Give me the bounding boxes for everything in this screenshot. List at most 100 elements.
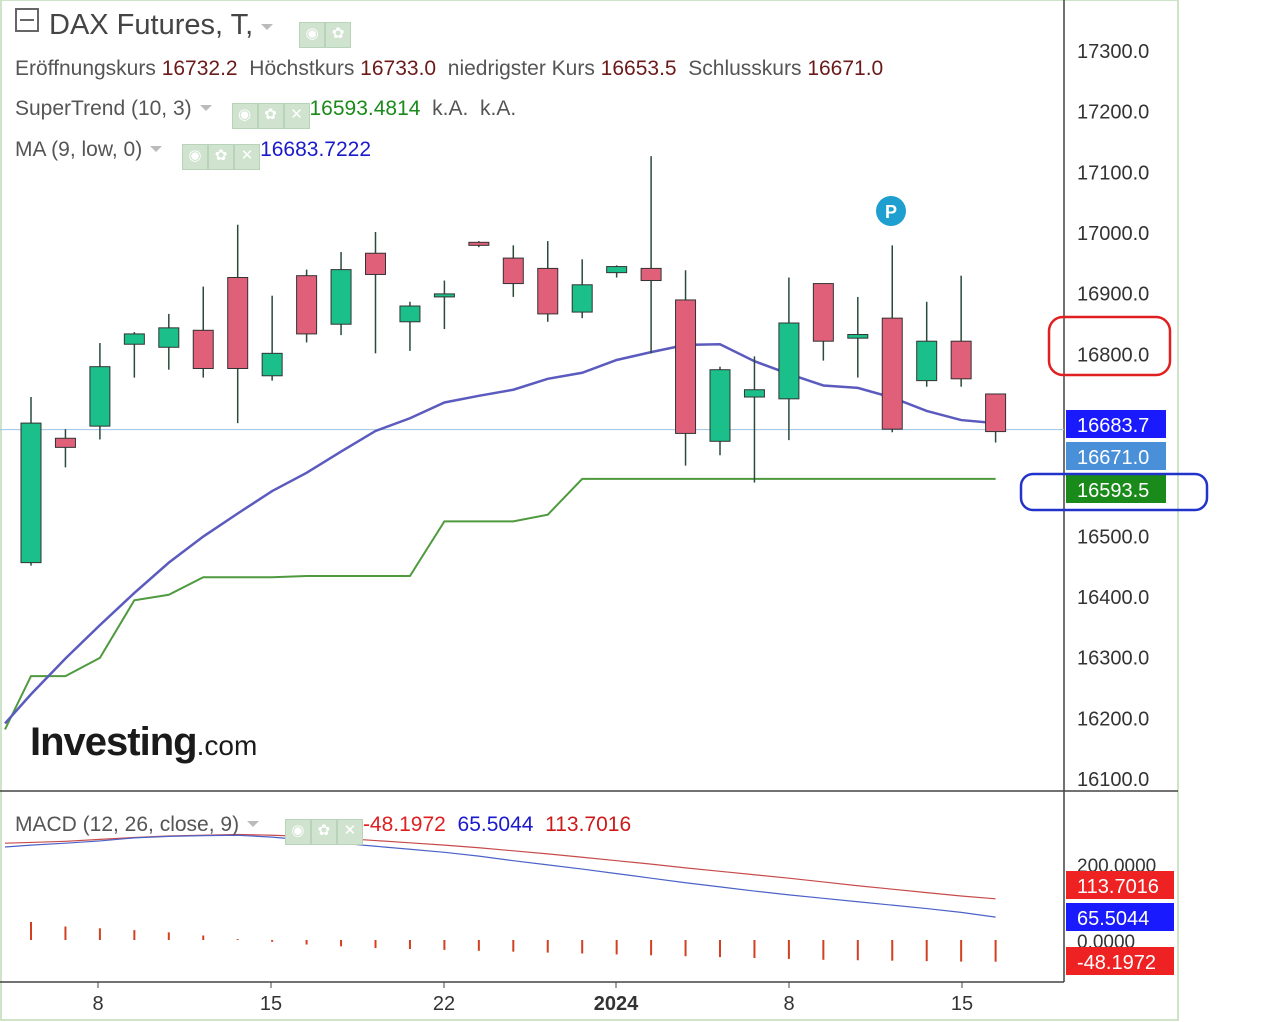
candle-11[interactable] (365, 232, 386, 354)
macd-tag-bg (1066, 903, 1174, 931)
eye-icon[interactable]: ◉ (182, 144, 209, 170)
candle-21[interactable] (709, 366, 731, 456)
time-tick-label: 2024 (594, 993, 639, 1015)
candle-27[interactable] (916, 301, 938, 387)
macd-line (4, 834, 996, 918)
price-axis[interactable]: 17300.0 17200.0 17100.0 17000.0 16900.0 16800… (92, 41, 1174, 1015)
close-icon[interactable]: ✕ (283, 103, 310, 129)
bull-candle-body (123, 333, 145, 345)
investing-watermark: Investing.com (30, 720, 257, 765)
candle-10[interactable] (330, 252, 352, 336)
macd-tag-1: 113.7016 (1077, 876, 1159, 898)
gear-icon[interactable]: ✿ (208, 144, 235, 170)
ma-name[interactable]: MA (9, low, 0) (15, 138, 143, 161)
macd-name[interactable]: MACD (12, 26, close, 9) (15, 813, 240, 836)
bull-candle-body (743, 389, 765, 398)
candle-23[interactable] (778, 277, 800, 441)
price-tag-2: 16671.0 (1077, 447, 1149, 469)
blue-circle-annotation (1019, 472, 1209, 512)
candle-2[interactable] (54, 429, 76, 468)
candle-18[interactable] (606, 265, 628, 278)
ma-legend: MA (9, low, 0) ◉ ✿ ✕ 16683.7222 (15, 138, 371, 170)
candle-16[interactable] (537, 241, 559, 322)
supertrend-legend: SuperTrend (10, 3) ◉ ✿ ✕ 16593.4814 k.A. k… (15, 97, 516, 129)
candle-17[interactable] (571, 259, 593, 319)
bear-candle-body (985, 393, 1007, 433)
price-tag-3: 16593.5 (1077, 480, 1149, 502)
candle-24[interactable] (812, 283, 834, 361)
candle-19[interactable] (640, 156, 662, 354)
bear-candle-body (950, 340, 972, 380)
macd-tag-2: 65.5044 (1077, 908, 1149, 930)
gear-icon[interactable]: ✿ (257, 103, 284, 129)
candle-1[interactable] (20, 397, 42, 566)
macd-tag-bg (1066, 947, 1174, 975)
candle-13[interactable] (433, 280, 455, 330)
candle-26[interactable] (881, 245, 903, 433)
candle-14[interactable] (468, 241, 490, 248)
ma-dropdown-icon[interactable] (150, 146, 163, 152)
macd-pane[interactable] (4, 833, 997, 962)
legend-title-row: DAX Futures, T, ◉ ✿ (15, 8, 352, 48)
candle-8[interactable] (261, 295, 283, 381)
watermark-brand: Investing (30, 720, 198, 764)
gear-icon[interactable]: ✿ (325, 22, 352, 48)
candle-29[interactable] (985, 393, 1007, 443)
bull-candle-body (709, 369, 731, 442)
ma-line (4, 342, 996, 725)
collapse-icon[interactable] (15, 8, 39, 32)
bear-candle-body (640, 267, 662, 282)
supertrend-dropdown-icon[interactable] (199, 105, 212, 111)
price-tick-label: 16500.0 (1077, 526, 1149, 548)
candle-6[interactable] (192, 286, 214, 378)
bear-candle-body (296, 275, 318, 335)
time-tick-label: 15 (951, 993, 973, 1015)
price-tick-label: 17100.0 (1077, 162, 1149, 184)
pivot-circle (876, 196, 906, 226)
eye-icon[interactable]: ◉ (231, 103, 258, 129)
open-value: 16732.2 (161, 57, 238, 80)
candle-5[interactable] (158, 313, 180, 370)
bull-candle-body (778, 322, 800, 400)
price-tick-label: 16900.0 (1077, 284, 1149, 306)
candle-4[interactable] (123, 332, 145, 378)
gear-icon[interactable]: ✿ (310, 819, 337, 845)
supertrend-name[interactable]: SuperTrend (10, 3) (15, 97, 192, 120)
bull-candle-body (261, 352, 283, 377)
watermark-suffix: .com (196, 730, 258, 761)
candle-25[interactable] (847, 296, 869, 378)
price-tick-label: 16400.0 (1077, 587, 1149, 609)
bull-candle-body (606, 266, 628, 274)
macd-dropdown-icon[interactable] (247, 821, 260, 827)
candle-7[interactable] (227, 224, 249, 424)
eye-icon[interactable]: ◉ (299, 22, 326, 48)
candle-3[interactable] (89, 343, 111, 440)
title-dropdown-icon[interactable] (261, 24, 274, 30)
candle-9[interactable] (296, 269, 318, 343)
candle-22[interactable] (743, 356, 765, 483)
bull-candle-body (399, 305, 421, 323)
eye-icon[interactable]: ◉ (284, 819, 311, 845)
bear-candle-body (468, 241, 490, 246)
price-pane[interactable] (0, 156, 1064, 730)
candle-28[interactable] (950, 275, 972, 387)
candle-15[interactable] (502, 245, 524, 297)
bull-candle-body (89, 366, 111, 427)
bear-candle-body (227, 277, 249, 369)
candle-12[interactable] (399, 301, 421, 351)
open-label: Eröffnungskurs (15, 57, 156, 80)
bull-candle-body (158, 327, 180, 348)
time-tick-label: 8 (783, 993, 794, 1015)
close-icon[interactable]: ✕ (336, 819, 363, 845)
red-circle-annotation (1047, 315, 1172, 377)
high-label: Höchstkurs (249, 57, 355, 80)
price-tick-label: 16100.0 (1077, 769, 1149, 791)
price-tick-label: 17300.0 (1077, 41, 1149, 63)
low-value: 16653.5 (600, 57, 677, 80)
price-tag-1: 16683.7 (1077, 415, 1149, 437)
pivot-marker[interactable]: P (876, 196, 906, 226)
candle-20[interactable] (675, 270, 697, 466)
macd-signal-value: 113.7016 (545, 813, 632, 836)
close-icon[interactable]: ✕ (234, 144, 261, 170)
